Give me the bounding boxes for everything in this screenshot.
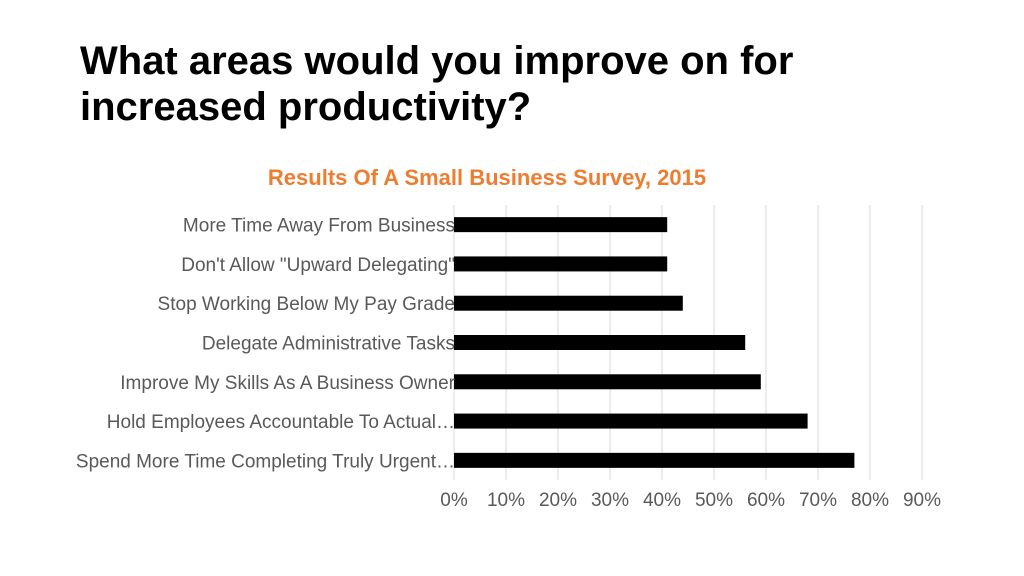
category-label: Stop Working Below My Pay Grade [158,294,455,315]
x-tick-label: 0% [440,490,468,511]
x-tick-label: 20% [539,490,577,511]
category-label: More Time Away From Business [183,216,455,237]
bar [454,217,668,233]
slide-title-line-1: What areas would you improve on for [80,39,794,83]
slide-title-line-2: increased productivity? [80,85,532,129]
category-label: Delegate Administrative Tasks [202,334,455,355]
x-tick-label: 50% [695,490,733,511]
x-tick-label: 30% [591,490,629,511]
bar [454,295,683,311]
x-tick-label: 90% [903,490,941,511]
category-label: Spend More Time Completing Truly Urgent… [76,451,455,472]
category-label: Hold Employees Accountable To Actual… [107,412,455,433]
x-tick-label: 60% [747,490,785,511]
chart-title: Results Of A Small Business Survey, 2015 [268,165,706,190]
x-tick-label: 80% [851,490,889,511]
bar [454,335,746,350]
bar [454,256,668,272]
x-tick-label: 70% [799,490,837,511]
bar [454,374,761,390]
x-tick-label: 40% [643,490,681,511]
slide-title: What areas would you improve on for incr… [80,38,980,130]
bar [454,413,808,429]
bar [454,452,855,468]
category-label: Improve My Skills As A Business Owner [120,373,455,394]
category-label: Don't Allow "Upward Delegating" [181,255,455,276]
x-tick-label: 10% [487,490,525,511]
